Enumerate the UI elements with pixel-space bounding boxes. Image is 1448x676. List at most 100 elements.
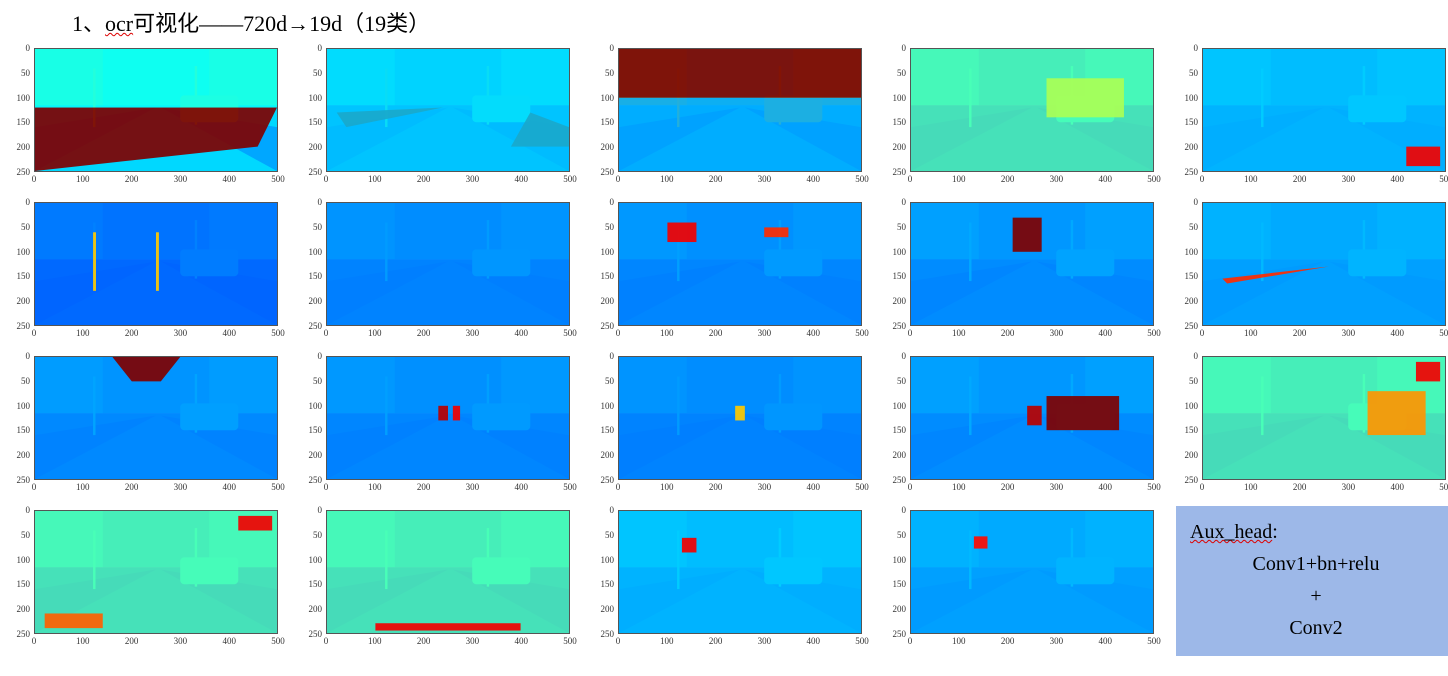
x-tick-label: 300 xyxy=(1050,328,1064,338)
heatmap-svg xyxy=(911,49,1153,171)
x-tick-label: 300 xyxy=(1342,482,1356,492)
x-tick-label: 200 xyxy=(709,636,723,646)
x-tick-label: 300 xyxy=(466,328,480,338)
y-tick-label: 50 xyxy=(313,530,322,540)
y-tick-label: 0 xyxy=(902,351,907,361)
y-tick-label: 200 xyxy=(309,296,323,306)
x-tick-label: 100 xyxy=(76,636,90,646)
y-tick-label: 150 xyxy=(17,579,31,589)
y-tick-label: 200 xyxy=(1185,296,1199,306)
x-tick-label: 400 xyxy=(514,636,528,646)
x-tick-label: 100 xyxy=(368,328,382,338)
x-tick-label: 100 xyxy=(1244,174,1258,184)
y-tick-label: 0 xyxy=(26,505,31,515)
heatmap-cell: 0501001502002500100200300400500 xyxy=(884,352,1164,502)
plot-axes xyxy=(618,510,862,634)
y-axis-ticks: 050100150200250 xyxy=(592,510,616,634)
heatmap-cell: 0501001502002500100200300400500 xyxy=(592,198,872,348)
y-tick-label: 0 xyxy=(1194,351,1199,361)
x-tick-label: 400 xyxy=(1098,328,1112,338)
x-tick-label: 300 xyxy=(758,482,772,492)
x-tick-label: 0 xyxy=(616,328,621,338)
heatmap-cell: 0501001502002500100200300400500 xyxy=(300,198,580,348)
x-tick-label: 500 xyxy=(855,482,869,492)
y-tick-label: 250 xyxy=(17,475,31,485)
y-tick-label: 200 xyxy=(17,296,31,306)
y-tick-label: 50 xyxy=(897,68,906,78)
heatmap-cell: 0501001502002500100200300400500 xyxy=(884,506,1164,656)
x-tick-label: 100 xyxy=(76,174,90,184)
x-tick-label: 400 xyxy=(1098,174,1112,184)
x-axis-ticks: 0100200300400500 xyxy=(910,636,1154,650)
y-tick-label: 150 xyxy=(309,425,323,435)
x-axis-ticks: 0100200300400500 xyxy=(326,174,570,188)
y-tick-label: 150 xyxy=(893,117,907,127)
y-tick-label: 50 xyxy=(897,222,906,232)
y-tick-label: 250 xyxy=(309,629,323,639)
y-tick-label: 0 xyxy=(318,505,323,515)
heatmap-cell: 0501001502002500100200300400500 xyxy=(884,44,1164,194)
y-tick-label: 50 xyxy=(21,222,30,232)
heatmap-svg xyxy=(35,203,277,325)
y-tick-label: 150 xyxy=(17,425,31,435)
y-tick-label: 0 xyxy=(610,505,615,515)
y-tick-label: 250 xyxy=(1185,167,1199,177)
x-tick-label: 100 xyxy=(76,482,90,492)
y-tick-label: 100 xyxy=(309,555,323,565)
plot-axes xyxy=(326,48,570,172)
x-tick-label: 300 xyxy=(1342,174,1356,184)
plot-axes xyxy=(618,356,862,480)
y-tick-label: 150 xyxy=(1185,425,1199,435)
y-tick-label: 0 xyxy=(1194,197,1199,207)
y-tick-label: 100 xyxy=(601,555,615,565)
x-tick-label: 100 xyxy=(368,636,382,646)
x-tick-label: 500 xyxy=(563,174,577,184)
y-tick-label: 50 xyxy=(1189,222,1198,232)
y-axis-ticks: 050100150200250 xyxy=(8,202,32,326)
x-tick-label: 100 xyxy=(952,328,966,338)
y-tick-label: 100 xyxy=(601,93,615,103)
x-tick-label: 400 xyxy=(806,636,820,646)
heatmap-cell: 0501001502002500100200300400500 xyxy=(8,352,288,502)
y-tick-label: 250 xyxy=(601,629,615,639)
y-tick-label: 250 xyxy=(309,475,323,485)
heatmap-svg xyxy=(619,511,861,633)
page-title: 1、ocr可视化——720d→19d（19类） xyxy=(0,0,1448,44)
y-tick-label: 150 xyxy=(17,117,31,127)
x-tick-label: 400 xyxy=(1098,482,1112,492)
x-tick-label: 0 xyxy=(32,482,37,492)
x-tick-label: 200 xyxy=(1293,328,1307,338)
x-axis-ticks: 0100200300400500 xyxy=(910,328,1154,342)
y-axis-ticks: 050100150200250 xyxy=(592,48,616,172)
plot-axes xyxy=(326,356,570,480)
x-tick-label: 500 xyxy=(855,636,869,646)
y-axis-ticks: 050100150200250 xyxy=(300,510,324,634)
plot-axes xyxy=(326,202,570,326)
heatmap-cell: 0501001502002500100200300400500 xyxy=(592,506,872,656)
y-axis-ticks: 050100150200250 xyxy=(884,48,908,172)
y-tick-label: 50 xyxy=(605,68,614,78)
x-tick-label: 300 xyxy=(174,636,188,646)
plot-axes xyxy=(1202,202,1446,326)
y-tick-label: 200 xyxy=(17,450,31,460)
x-tick-label: 400 xyxy=(806,174,820,184)
y-tick-label: 250 xyxy=(893,629,907,639)
y-tick-label: 250 xyxy=(601,321,615,331)
heatmap-svg xyxy=(35,49,277,171)
y-tick-label: 0 xyxy=(610,351,615,361)
y-tick-label: 200 xyxy=(601,450,615,460)
x-tick-label: 300 xyxy=(1050,482,1064,492)
x-tick-label: 500 xyxy=(1147,482,1161,492)
x-tick-label: 400 xyxy=(1390,328,1404,338)
y-tick-label: 150 xyxy=(1185,271,1199,281)
x-tick-label: 400 xyxy=(1390,174,1404,184)
y-tick-label: 50 xyxy=(897,530,906,540)
x-tick-label: 300 xyxy=(174,328,188,338)
y-axis-ticks: 050100150200250 xyxy=(8,48,32,172)
y-tick-label: 250 xyxy=(601,475,615,485)
heatmap-svg xyxy=(327,357,569,479)
x-tick-label: 300 xyxy=(1342,328,1356,338)
y-axis-ticks: 050100150200250 xyxy=(592,202,616,326)
y-tick-label: 0 xyxy=(1194,43,1199,53)
x-tick-label: 300 xyxy=(1050,636,1064,646)
